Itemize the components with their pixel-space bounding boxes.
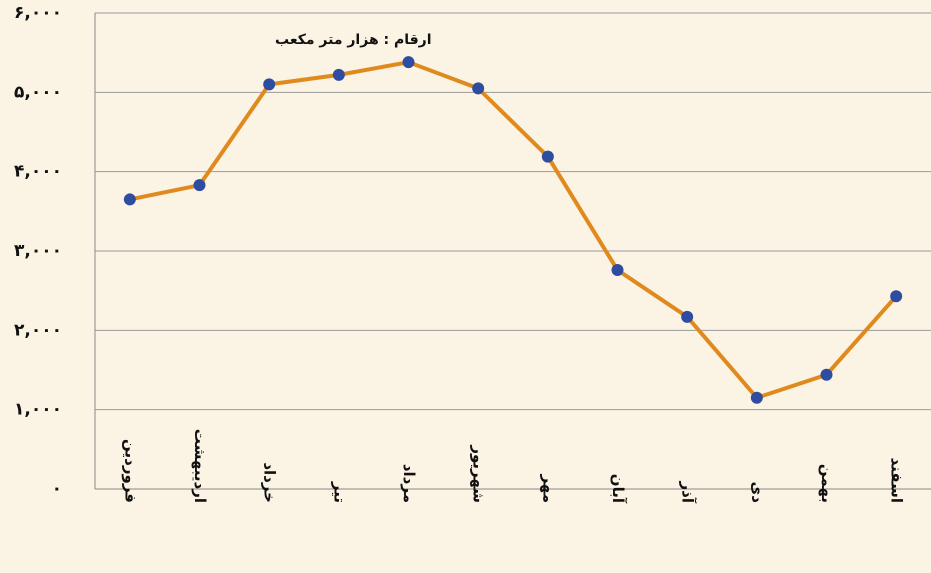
y-tick-label: ۴,۰۰۰ xyxy=(14,162,62,182)
marker xyxy=(263,78,276,91)
line xyxy=(129,60,898,400)
x-tick-label: مهر xyxy=(539,473,557,503)
marker xyxy=(611,264,624,277)
x-tick-label: فروردین xyxy=(121,439,139,503)
marker xyxy=(332,68,345,81)
y-tick-label: ۳,۰۰۰ xyxy=(14,241,62,261)
y-tick-label: ۵,۰۰۰ xyxy=(14,82,62,102)
x-tick-label: بهمن xyxy=(818,464,836,503)
y-tick-label: ۰ xyxy=(52,479,62,499)
x-tick-label: خرداد xyxy=(261,462,279,503)
marker xyxy=(820,368,833,381)
x-tick-label: مرداد xyxy=(400,464,418,503)
marker xyxy=(193,179,206,192)
marker xyxy=(750,391,763,404)
x-tick-label: تیر xyxy=(330,481,348,503)
y-tick-label: ۲,۰۰۰ xyxy=(14,320,62,340)
y-tick-label: ۶,۰۰۰ xyxy=(14,3,62,23)
marker xyxy=(541,150,554,163)
x-tick-label: آبان xyxy=(609,474,627,504)
marker xyxy=(472,82,485,95)
x-tick-label: شهریور xyxy=(470,444,488,503)
marker xyxy=(681,310,694,323)
marker xyxy=(123,193,136,206)
marker xyxy=(402,56,415,69)
x-tick-label: اسفند xyxy=(888,458,906,503)
x-tick-label: آذر xyxy=(679,481,697,504)
y-tick-label: ۱,۰۰۰ xyxy=(14,400,62,420)
marker xyxy=(890,290,903,303)
x-tick-label: اردیبهشت xyxy=(191,429,209,503)
annotation: ارقام : هزار متر مکعب xyxy=(275,32,432,48)
x-tick-label: دی xyxy=(748,482,766,504)
